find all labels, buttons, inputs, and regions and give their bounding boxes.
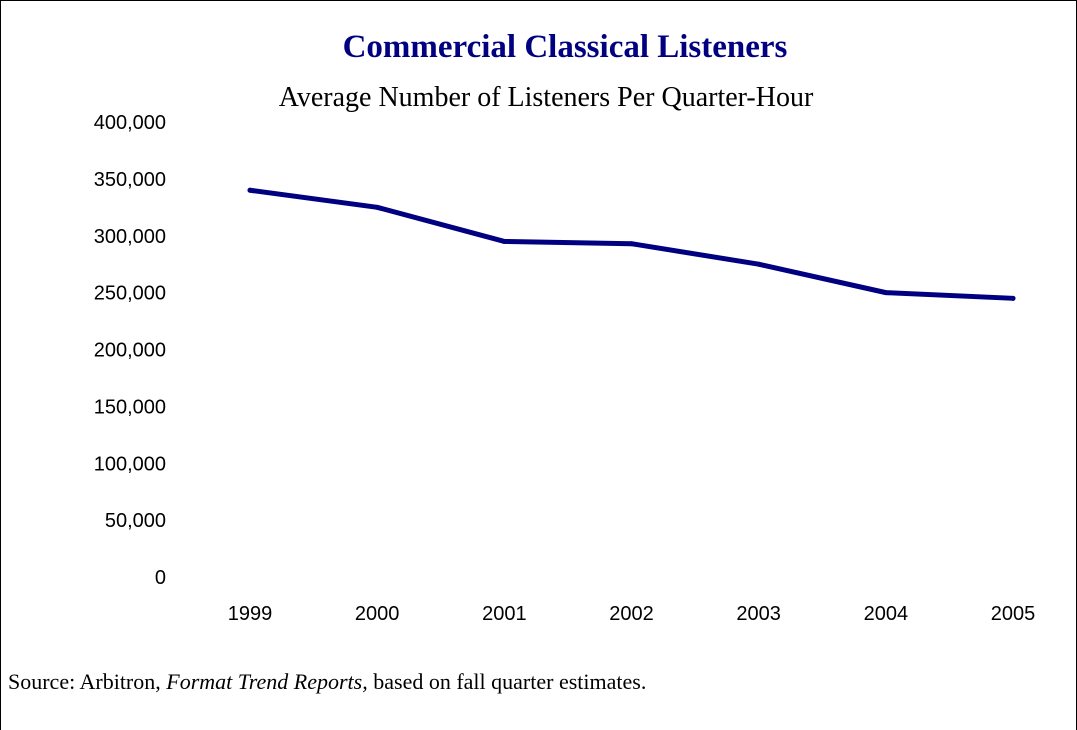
y-tick-label: 100,000 xyxy=(94,453,166,475)
chart-title: Commercial Classical Listeners xyxy=(343,29,788,65)
data-point xyxy=(374,204,380,210)
source-title: Format Trend Reports, xyxy=(166,669,368,694)
data-point xyxy=(629,241,634,247)
y-tick-label: 50,000 xyxy=(105,510,166,532)
x-tick-label: 1999 xyxy=(228,603,273,625)
x-tick-label: 2004 xyxy=(864,603,909,625)
x-tick-label: 2005 xyxy=(991,603,1036,625)
data-point xyxy=(756,261,762,267)
source-note: Source: Arbitron, Format Trend Reports, … xyxy=(8,669,646,695)
data-point xyxy=(247,187,253,193)
x-tick-label: 2003 xyxy=(736,603,781,625)
y-tick-label: 400,000 xyxy=(94,112,166,134)
y-tick-label: 150,000 xyxy=(94,396,166,418)
data-point xyxy=(1010,295,1016,301)
y-axis-ticks: 0 50,000 100,000 150,000 200,000 250,000 300,0… xyxy=(94,112,166,589)
y-tick-label: 0 xyxy=(155,567,166,589)
chart-subtitle: Average Number of Listeners Per Quarter-… xyxy=(279,82,814,113)
x-tick-label: 2001 xyxy=(482,603,527,625)
y-tick-label: 350,000 xyxy=(94,169,166,191)
source-suffix: based on fall quarter estimates. xyxy=(367,669,647,694)
y-tick-label: 200,000 xyxy=(94,340,166,362)
y-tick-label: 300,000 xyxy=(94,226,166,248)
series-group xyxy=(247,187,1016,301)
data-point xyxy=(883,290,889,296)
x-axis-ticks: 1999 2000 2001 2002 2003 2004 2005 xyxy=(228,603,1036,625)
data-point xyxy=(501,238,507,244)
y-tick-label: 250,000 xyxy=(94,283,166,305)
source-prefix: Source: Arbitron, xyxy=(8,669,167,694)
x-tick-label: 2002 xyxy=(609,603,654,625)
x-tick-label: 2000 xyxy=(355,603,400,625)
